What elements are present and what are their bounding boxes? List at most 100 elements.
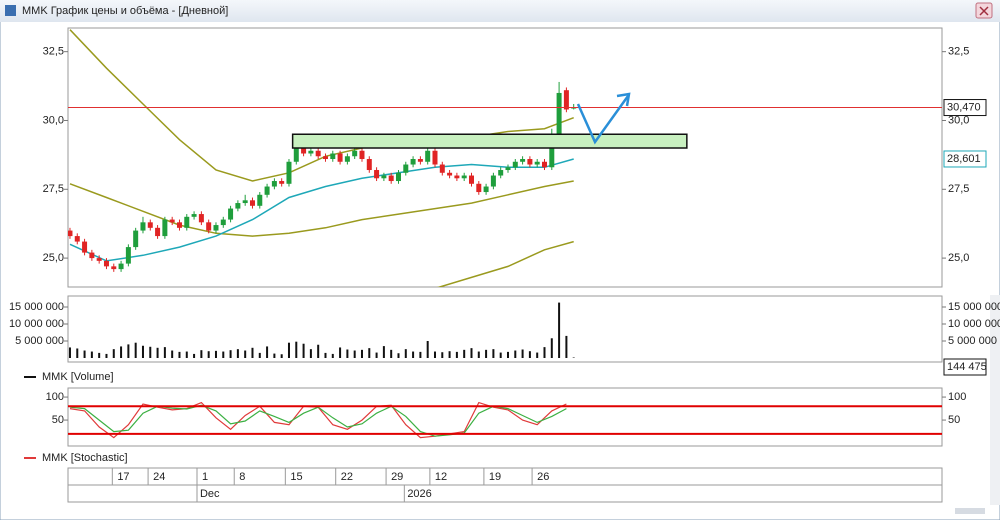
candle-body (322, 156, 328, 160)
y-tick-label-right: 15 000 000 (948, 301, 1000, 313)
volume-bar (521, 349, 524, 358)
candle-body (374, 170, 380, 179)
volume-bar (295, 341, 298, 358)
candle-body (176, 222, 182, 228)
volume-bar (492, 349, 495, 358)
volume-bar (419, 351, 422, 358)
legend-label: MMK [Stochastic] (42, 452, 128, 464)
candle-body (330, 153, 336, 160)
candle-body (206, 222, 212, 231)
candle-body (461, 175, 467, 179)
candle-body (74, 236, 80, 242)
candle-body (228, 208, 234, 220)
volume-bar (171, 350, 174, 358)
candle-body (220, 219, 226, 226)
date-tick-label: 15 (290, 471, 302, 483)
y-tick-label: 5 000 000 (15, 335, 64, 347)
candle-body (541, 161, 547, 168)
candle-body (520, 159, 526, 162)
y-tick-label-right: 10 000 000 (948, 318, 1000, 330)
candle-body (549, 134, 555, 168)
volume-bar (448, 351, 451, 358)
candle-body (140, 222, 146, 231)
value-label: 28,601 (947, 153, 981, 165)
volume-bar (368, 348, 371, 358)
y-tick-label-right: 30,0 (948, 114, 969, 126)
window-title: MMK График цены и объёма - [Дневной] (22, 5, 228, 17)
scrollbar[interactable] (990, 295, 1000, 505)
stochastic-panel (67, 387, 943, 447)
candle-body (213, 225, 219, 231)
volume-bar (273, 353, 276, 358)
volume-bar (514, 350, 517, 358)
volume-bar (98, 352, 101, 358)
volume-bar (214, 350, 217, 358)
volume-bar (550, 338, 553, 358)
plot-area (68, 401, 942, 439)
y-tick-label-right: 100 (948, 391, 966, 403)
price-panel (67, 27, 943, 288)
candle-body (169, 219, 175, 223)
candle-body (96, 258, 102, 261)
value-label: 30,470 (947, 101, 981, 113)
volume-bar (120, 346, 123, 358)
candle-body (162, 219, 168, 237)
candle-body (352, 150, 358, 157)
candle-body (454, 175, 460, 179)
candle-body (556, 92, 562, 135)
indicator-line (69, 158, 574, 262)
volume-bar (127, 344, 130, 358)
candle-body (279, 181, 285, 184)
volume-bar (266, 346, 269, 358)
volume-bar (156, 347, 159, 358)
volume-bar (360, 349, 363, 358)
candle-body (133, 230, 139, 248)
candle-body (505, 167, 511, 171)
volume-bar (441, 352, 444, 358)
candle-body (498, 170, 504, 176)
candle-body (366, 159, 372, 171)
month-tick-label: 2026 (407, 488, 431, 500)
indicator-line (437, 240, 574, 287)
y-tick-label: 32,5 (43, 46, 64, 58)
candle-body (82, 241, 88, 253)
volume-bar (83, 350, 86, 358)
y-tick-label: 15 000 000 (9, 301, 64, 313)
date-tick-label: 8 (239, 471, 245, 483)
volume-bar (470, 348, 473, 358)
volume-bar (317, 344, 320, 358)
y-tick-label: 100 (46, 391, 64, 403)
indicator-line (69, 180, 574, 237)
volume-bar (565, 335, 568, 358)
volume-bar (185, 351, 188, 358)
volume-bar (506, 351, 509, 358)
volume-bar (258, 352, 261, 358)
candle-body (403, 164, 409, 173)
volume-bar (236, 349, 239, 358)
app-icon (5, 5, 16, 16)
volume-bar (528, 351, 531, 358)
volume-bar (280, 354, 283, 358)
volume-bar (178, 351, 181, 358)
volume-bar (382, 346, 385, 358)
candle-body (249, 200, 255, 206)
resize-handle[interactable] (955, 508, 985, 514)
candle-body (381, 175, 387, 179)
volume-bar (222, 351, 225, 358)
candle-body (264, 186, 270, 195)
volume-bar (375, 352, 378, 358)
candle-body (410, 159, 416, 165)
volume-bar (331, 353, 334, 358)
candle-body (432, 150, 438, 165)
volume-bar (134, 342, 137, 358)
y-tick-label: 25,0 (43, 252, 64, 264)
plot-area (68, 29, 942, 287)
candle-body (235, 203, 241, 209)
volume-bar (397, 353, 400, 358)
volume-bar (229, 350, 232, 358)
candle-body (315, 150, 321, 157)
close-icon (979, 6, 989, 16)
volume-bar (543, 347, 546, 358)
value-label-box (943, 358, 987, 376)
candle-body (271, 181, 277, 187)
